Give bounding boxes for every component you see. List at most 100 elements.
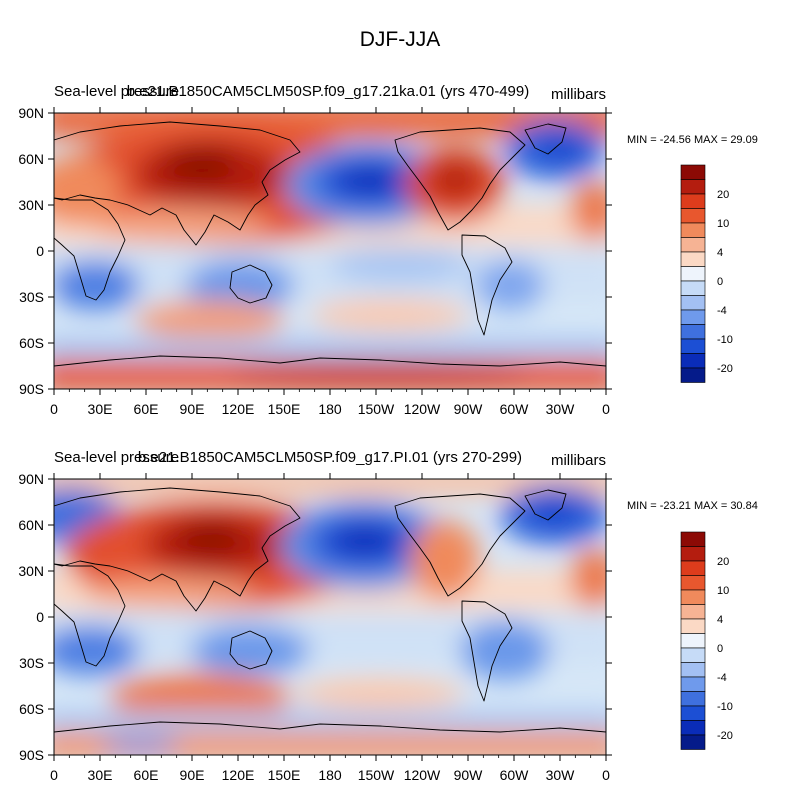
panel-top-units: millibars [551, 86, 606, 103]
top-y-tick-label: 30N [18, 197, 44, 213]
top-x-tick-label: 60E [134, 401, 159, 417]
top-colorbar-label: 20 [717, 189, 729, 201]
top-pacific-blue [330, 247, 470, 283]
top-namerica-core [430, 162, 480, 198]
top-colorbar-box [680, 367, 706, 383]
bottom-x-tick-label: 150W [358, 767, 395, 783]
bot-atlantic-warm [570, 548, 606, 608]
panel-bottom-yaxis: 90N 60N 30N 0 30S 60S 90S [18, 471, 612, 763]
top-coast-eurasia [54, 121, 301, 246]
top-x-tick-label: 0 [50, 401, 58, 417]
panel-top-map [54, 113, 606, 389]
bot-coast-namerica [394, 493, 526, 597]
bottom-x-tick-label: 60E [134, 767, 159, 783]
panel-bottom-center-title: b.e21.B1850CAM5CLM50SP.f09_g17.PI.01 (yr… [138, 449, 522, 466]
top-x-tick-label: 150E [268, 401, 301, 417]
bot-coast-eurasia [54, 487, 301, 612]
top-y-tick-label: 0 [36, 243, 44, 259]
top-colorbar-box [680, 295, 706, 311]
bottom-colorbar-box [680, 531, 706, 547]
top-colorbar-label: 0 [717, 276, 723, 288]
bot-safrica-low [54, 625, 140, 675]
bot-australia-low [190, 625, 310, 675]
top-x-tick-label: 90E [180, 401, 205, 417]
top-x-tick-label: 120W [404, 401, 441, 417]
panel-bottom-left-title: Sea-level pressure [54, 449, 179, 466]
bot-spacific-high [295, 678, 465, 710]
bot-coast-greenland [524, 489, 567, 521]
top-colorbar-box [680, 193, 706, 209]
panel-top-center-title: b.e21.B1850CAM5CLM50SP.f09_g17.21ka.01 (… [127, 83, 530, 100]
top-x-tick-label: 90W [454, 401, 484, 417]
bottom-colorbar-box [680, 662, 706, 678]
bottom-x-tick-label: 60W [500, 767, 530, 783]
bottom-colorbar-box [680, 546, 706, 562]
bottom-colorbar-box [680, 604, 706, 620]
bottom-colorbar-label: 20 [717, 556, 729, 568]
bot-coast-australia [229, 630, 273, 670]
top-asia-high-core [165, 147, 235, 183]
bottom-colorbar-label: -10 [717, 701, 733, 713]
bot-antarctic [54, 732, 606, 755]
top-coast-antarctica [54, 355, 606, 367]
top-atlantic-warm [570, 180, 606, 240]
bottom-y-tick-label: 0 [36, 609, 44, 625]
panel-top-stats: MIN = -24.56 MAX = 29.09 [627, 134, 758, 146]
bot-iceland-core [530, 499, 580, 525]
top-x-tick-label: 30W [546, 401, 576, 417]
top-sindian-high [135, 300, 285, 340]
top-australia-low [185, 260, 295, 310]
figure-title: DJF-JJA [360, 28, 441, 51]
bottom-x-tick-label: 150E [268, 767, 301, 783]
top-colorbar-box [680, 280, 706, 296]
panel-bottom-map [54, 479, 606, 755]
top-coast-australia [229, 264, 273, 304]
top-colorbar-label: -20 [717, 363, 733, 375]
panel-bottom-units: millibars [551, 452, 606, 469]
top-coast-greenland [524, 123, 567, 155]
bottom-colorbar-label: -4 [717, 672, 727, 684]
bottom-colorbar-label: 4 [717, 614, 723, 626]
top-colorbar-box [680, 338, 706, 354]
top-coast-africa [54, 197, 126, 301]
bot-asia-high-core [178, 522, 242, 554]
top-x-tick-label: 0 [602, 401, 610, 417]
top-colorbar-box [680, 353, 706, 369]
bot-arctic-pale [54, 479, 606, 496]
panel-top-colorbar: 20 10 4 0 -4 -10 -20 [680, 164, 733, 383]
bottom-colorbar-label: 0 [717, 643, 723, 655]
top-coast-namerica [394, 127, 526, 231]
bottom-y-tick-label: 60N [18, 517, 44, 533]
panel-top-coastlines [54, 121, 606, 367]
panel-bottom-colorbar: 20 10 4 0 -4 -10 -20 [680, 531, 733, 750]
bottom-colorbar-box [680, 633, 706, 649]
panel-bottom-xaxis: 0 30E 60E 90E 120E 150E 180 150W 120W 90W 60W 30W 0 [50, 473, 610, 783]
top-y-tick-label: 90N [18, 105, 44, 121]
top-colorbar-box [680, 179, 706, 195]
top-antarctic-core [230, 362, 530, 382]
top-colorbar-box [680, 251, 706, 267]
bottom-colorbar-box [680, 705, 706, 721]
top-y-tick-label: 60S [19, 335, 44, 351]
bottom-colorbar-box [680, 589, 706, 605]
bottom-x-tick-label: 120W [404, 767, 441, 783]
top-colorbar-box [680, 309, 706, 325]
top-colorbar-label: 10 [717, 218, 729, 230]
bottom-colorbar-box [680, 720, 706, 736]
bottom-y-tick-label: 30S [19, 655, 44, 671]
bottom-y-tick-label: 30N [18, 563, 44, 579]
panel-top-yaxis: 90N 60N 30N 0 30S 60S 90S [18, 105, 612, 397]
top-x-tick-label: 120E [222, 401, 255, 417]
top-colorbar-box [680, 222, 706, 238]
panel-bottom-field [54, 479, 606, 755]
panel-top: Sea-level pressure b.e21.B1850CAM5CLM50S… [18, 83, 758, 417]
top-aleutian-core [340, 168, 400, 192]
panel-top-field [54, 113, 606, 389]
top-colorbar-box [680, 324, 706, 340]
bottom-x-tick-label: 0 [602, 767, 610, 783]
bot-southern-ocean [54, 712, 606, 730]
bottom-x-tick-label: 0 [50, 767, 58, 783]
top-x-tick-label: 180 [318, 401, 342, 417]
bottom-colorbar-box [680, 676, 706, 692]
